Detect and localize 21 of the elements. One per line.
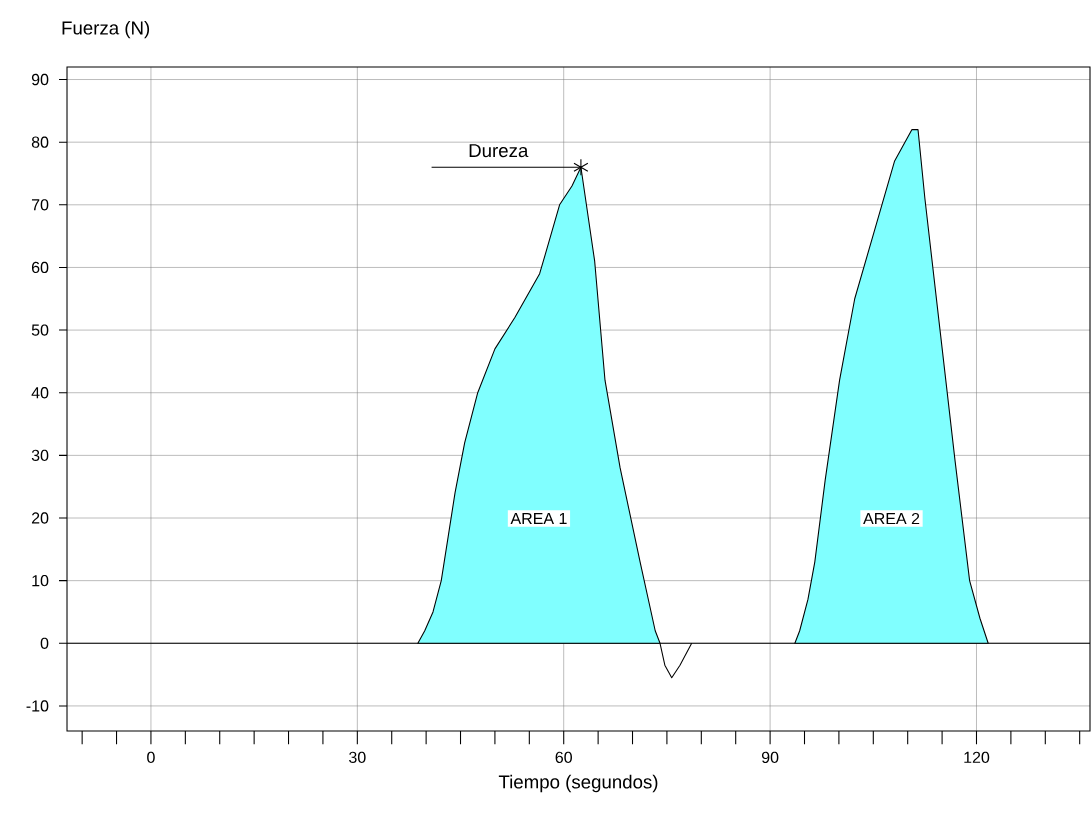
- annotation: AREA 1: [510, 513, 567, 525]
- y-tick-label: 80: [31, 136, 49, 148]
- y-tick-label: 50: [31, 324, 49, 336]
- y-tick-label: 90: [31, 73, 49, 86]
- y-tick-label: 30: [31, 449, 49, 462]
- y-tick-label: 20: [31, 512, 49, 524]
- y-tick-label: 10: [32, 574, 49, 587]
- annotation: Dureza: [469, 144, 529, 158]
- x-tick-label: 30: [349, 751, 366, 764]
- y-tick-label: 40: [31, 387, 49, 399]
- x-tick-label: 120: [964, 751, 990, 764]
- x-tick-label: 0: [147, 751, 155, 764]
- x-tick-label: 60: [555, 751, 572, 764]
- y-tick-label: 70: [31, 199, 49, 211]
- annotation: AREA 2: [863, 512, 920, 525]
- x-tick-label: 90: [761, 751, 779, 764]
- y-tick-label: 60: [31, 261, 49, 274]
- y-axis-title: Fuerza (N): [62, 20, 150, 39]
- y-tick-label: 0: [40, 637, 49, 649]
- x-axis-title: Tiempo (segundos): [498, 774, 658, 793]
- y-tick-label: -10: [26, 700, 49, 712]
